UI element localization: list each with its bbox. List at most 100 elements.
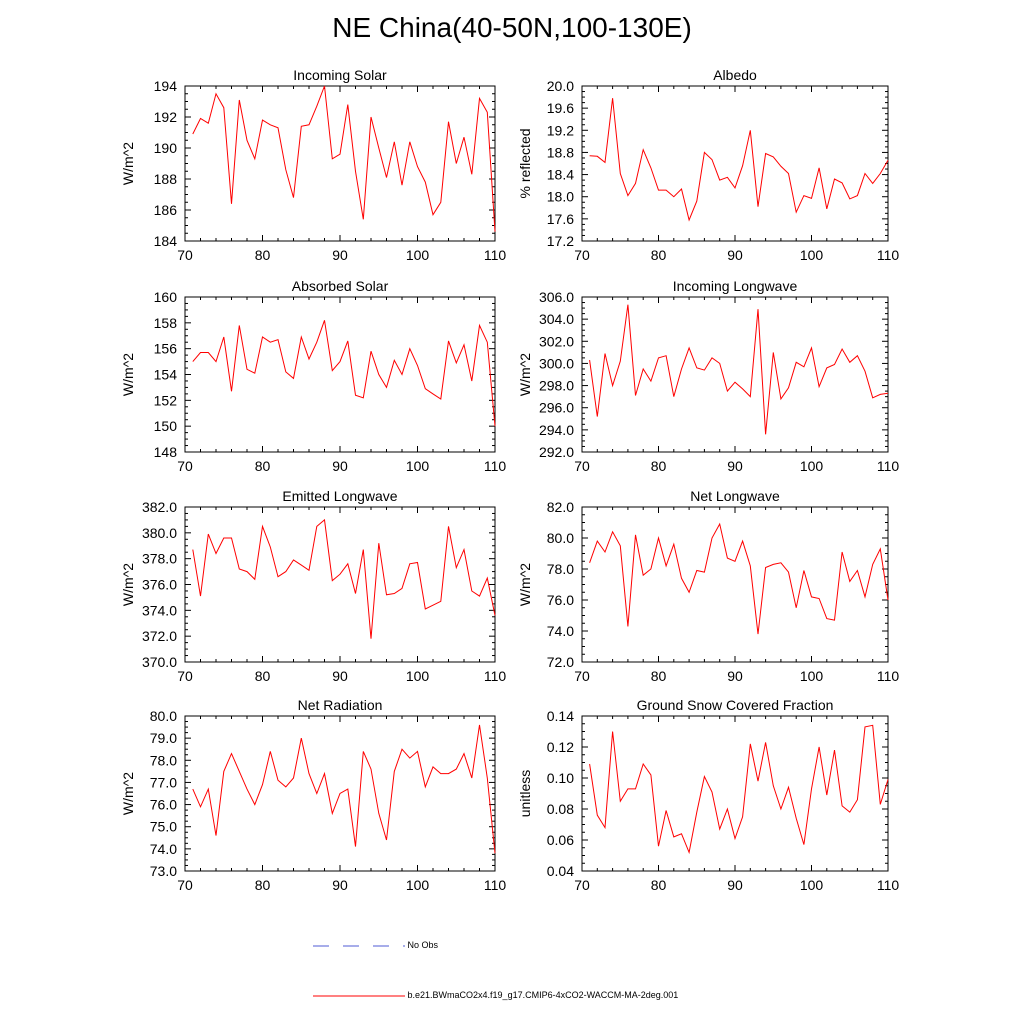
chart-title: Incoming Longwave bbox=[673, 278, 798, 294]
x-tick-label: 100 bbox=[800, 877, 824, 893]
y-tick-label: 186 bbox=[154, 202, 178, 218]
y-tick-label: 0.12 bbox=[547, 739, 574, 755]
legend-item-model-run: b.e21.BWmaCO2x4.f19_g17.CMIP6-4xCO2-WACC… bbox=[313, 990, 678, 1001]
y-tick-label: 0.06 bbox=[547, 832, 574, 848]
y-tick-label: 148 bbox=[154, 444, 178, 460]
x-tick-label: 100 bbox=[800, 458, 824, 474]
y-tick-label: 19.2 bbox=[547, 122, 574, 138]
series-line bbox=[589, 98, 889, 222]
series-line bbox=[589, 522, 889, 635]
x-tick-label: 100 bbox=[800, 668, 824, 684]
y-tick-label: 152 bbox=[154, 392, 178, 408]
x-tick-label: 80 bbox=[651, 458, 667, 474]
y-tick-label: 18.4 bbox=[547, 167, 574, 183]
y-tick-label: 378.0 bbox=[142, 551, 177, 567]
chart-panel-3: Absorbed Solar W/m^2 70 80 90 100 110 148 150 152… bbox=[120, 278, 506, 474]
y-tick-label: 20.0 bbox=[547, 78, 574, 94]
y-tick-label: 372.0 bbox=[142, 628, 177, 644]
chart-panel-2: Albedo % reflected 70 80 90 100 110 17.2 17.6 18.… bbox=[517, 67, 899, 263]
legend-label: No Obs bbox=[407, 940, 439, 950]
x-tick-label: 100 bbox=[406, 458, 430, 474]
y-axis-label: W/m^2 bbox=[120, 353, 136, 396]
plot-frame bbox=[184, 85, 496, 242]
plot-frame bbox=[581, 506, 889, 663]
y-tick-label: 382.0 bbox=[142, 499, 177, 515]
x-tick-label: 90 bbox=[332, 458, 348, 474]
y-tick-label: 154 bbox=[154, 367, 178, 383]
y-tick-label: 380.0 bbox=[142, 525, 177, 541]
x-tick-label: 90 bbox=[727, 247, 743, 263]
y-tick-label: 18.8 bbox=[547, 144, 574, 160]
page-title: NE China(40-50N,100-130E) bbox=[332, 12, 692, 43]
y-tick-label: 74.0 bbox=[150, 841, 177, 857]
y-axis-label: W/m^2 bbox=[120, 563, 136, 606]
y-tick-label: 76.0 bbox=[150, 797, 177, 813]
chart-title: Ground Snow Covered Fraction bbox=[637, 697, 834, 713]
plot-frame bbox=[581, 715, 889, 872]
y-tick-label: 296.0 bbox=[539, 400, 574, 416]
y-tick-label: 0.04 bbox=[547, 863, 574, 879]
x-tick-label: 110 bbox=[877, 668, 900, 684]
y-axis-label: % reflected bbox=[517, 128, 533, 198]
x-tick-label: 110 bbox=[484, 247, 507, 263]
x-tick-label: 90 bbox=[727, 458, 743, 474]
y-axis-label: W/m^2 bbox=[517, 353, 533, 396]
y-tick-label: 184 bbox=[154, 233, 178, 249]
y-tick-label: 0.10 bbox=[547, 770, 574, 786]
y-tick-label: 78.0 bbox=[150, 752, 177, 768]
x-tick-label: 90 bbox=[727, 877, 743, 893]
y-axis-label: W/m^2 bbox=[120, 142, 136, 185]
x-tick-label: 80 bbox=[255, 247, 271, 263]
series-line bbox=[192, 518, 496, 639]
y-tick-label: 0.14 bbox=[547, 708, 574, 724]
y-tick-label: 302.0 bbox=[539, 333, 574, 349]
x-tick-label: 90 bbox=[332, 877, 348, 893]
x-tick-label: 110 bbox=[484, 458, 507, 474]
y-tick-label: 190 bbox=[154, 140, 178, 156]
x-tick-label: 100 bbox=[406, 877, 430, 893]
x-tick-label: 80 bbox=[651, 247, 667, 263]
x-tick-label: 110 bbox=[484, 668, 507, 684]
y-tick-label: 17.2 bbox=[547, 233, 574, 249]
x-tick-label: 70 bbox=[574, 458, 590, 474]
x-tick-label: 90 bbox=[332, 247, 348, 263]
y-tick-label: 194 bbox=[154, 78, 178, 94]
y-tick-label: 82.0 bbox=[547, 499, 574, 515]
y-tick-label: 298.0 bbox=[539, 378, 574, 394]
x-tick-label: 100 bbox=[800, 247, 824, 263]
y-tick-label: 80.0 bbox=[150, 708, 177, 724]
x-tick-label: 80 bbox=[651, 877, 667, 893]
y-tick-label: 76.0 bbox=[547, 592, 574, 608]
plot-frame bbox=[184, 296, 496, 453]
y-tick-label: 72.0 bbox=[547, 654, 574, 670]
legend-item-no-obs: No Obs bbox=[313, 940, 438, 951]
y-axis-label: W/m^2 bbox=[517, 563, 533, 606]
y-tick-label: 18.0 bbox=[547, 189, 574, 205]
y-axis-label: W/m^2 bbox=[120, 772, 136, 815]
chart-title: Albedo bbox=[713, 67, 757, 83]
plot-frame bbox=[581, 85, 889, 242]
x-tick-label: 80 bbox=[651, 668, 667, 684]
x-tick-label: 70 bbox=[574, 877, 590, 893]
y-tick-label: 192 bbox=[154, 109, 178, 125]
y-tick-label: 150 bbox=[154, 418, 178, 434]
chart-panel-7: Net Radiation W/m^2 70 80 90 100 110 73.0 74.0 75… bbox=[120, 697, 506, 893]
y-tick-label: 77.0 bbox=[150, 774, 177, 790]
x-tick-label: 110 bbox=[877, 458, 900, 474]
series-line bbox=[192, 320, 496, 427]
chart-title: Net Longwave bbox=[690, 488, 780, 504]
x-tick-label: 110 bbox=[877, 247, 900, 263]
y-tick-label: 306.0 bbox=[539, 289, 574, 305]
legend-swatch-dashed bbox=[313, 945, 405, 947]
y-tick-label: 73.0 bbox=[150, 863, 177, 879]
chart-panel-1: Incoming Solar W/m^2 70 80 90 100 110 184 186 188… bbox=[120, 67, 506, 263]
y-tick-label: 0.08 bbox=[547, 801, 574, 817]
series-line bbox=[589, 724, 889, 855]
x-tick-label: 70 bbox=[574, 247, 590, 263]
y-tick-label: 292.0 bbox=[539, 444, 574, 460]
y-tick-label: 158 bbox=[154, 315, 178, 331]
y-axis-label: unitless bbox=[517, 770, 533, 817]
legend-swatch-solid bbox=[313, 995, 405, 997]
y-tick-label: 370.0 bbox=[142, 654, 177, 670]
